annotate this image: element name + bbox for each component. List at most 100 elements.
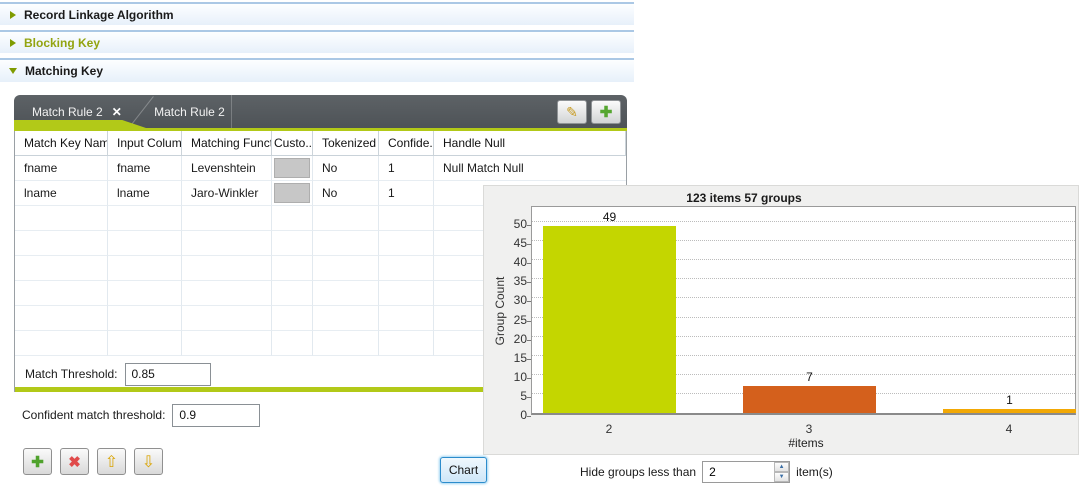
table-cell bbox=[182, 256, 272, 281]
table-cell[interactable]: No bbox=[313, 181, 379, 206]
hide-groups-input[interactable] bbox=[702, 461, 791, 483]
active-tab-underline bbox=[14, 120, 146, 128]
plus-icon: ✚ bbox=[31, 453, 44, 471]
table-cell bbox=[15, 306, 108, 331]
column-header[interactable]: Handle Null bbox=[434, 131, 626, 156]
table-cell bbox=[379, 331, 434, 356]
table-cell bbox=[108, 281, 182, 306]
y-tick-label: 0 bbox=[520, 408, 527, 422]
x-tick-label: 4 bbox=[1005, 422, 1013, 436]
table-cell bbox=[182, 331, 272, 356]
table-cell[interactable] bbox=[272, 156, 313, 181]
table-row[interactable]: lname lname Jaro-Winkler No 1 bbox=[15, 181, 626, 206]
delete-button[interactable]: ✖ bbox=[60, 448, 89, 475]
y-tick-label: 30 bbox=[513, 293, 527, 308]
table-cell bbox=[15, 331, 108, 356]
table-cell[interactable]: lname bbox=[108, 181, 182, 206]
table-cell bbox=[313, 331, 379, 356]
table-cell[interactable]: lname bbox=[15, 181, 108, 206]
add-button[interactable]: ✚ bbox=[23, 448, 52, 475]
spinner-up-icon[interactable]: ▲ bbox=[774, 462, 790, 472]
tab-label: Match Rule 2 bbox=[32, 104, 103, 119]
gridline bbox=[532, 373, 1075, 375]
chart-button[interactable]: Chart bbox=[440, 457, 487, 483]
table-cell bbox=[313, 281, 379, 306]
bar-value-label: 7 bbox=[806, 370, 813, 384]
table-cell bbox=[182, 231, 272, 256]
chart-bar bbox=[943, 409, 1076, 413]
gridline bbox=[532, 278, 1075, 280]
table-cell bbox=[379, 281, 434, 306]
gridline bbox=[532, 335, 1075, 337]
table-cell[interactable]: Null Match Null bbox=[434, 156, 626, 181]
table-cell bbox=[272, 206, 313, 231]
hide-groups-spinner: ▲ ▼ bbox=[702, 461, 791, 483]
expanded-arrow-icon bbox=[9, 68, 17, 74]
column-header[interactable]: Tokenized ... bbox=[313, 131, 379, 156]
table-cell bbox=[272, 306, 313, 331]
custom-function-cell[interactable] bbox=[274, 158, 310, 178]
confident-threshold-label: Confident match threshold: bbox=[22, 408, 166, 422]
column-header[interactable]: Confide... bbox=[379, 131, 434, 156]
section-record-linkage-algorithm[interactable]: Record Linkage Algorithm bbox=[0, 2, 634, 25]
table-cell[interactable]: fname bbox=[108, 156, 182, 181]
table-cell[interactable]: 1 bbox=[379, 181, 434, 206]
table-cell bbox=[379, 231, 434, 256]
spinner-buttons: ▲ ▼ bbox=[774, 462, 790, 482]
y-tick-label: 50 bbox=[513, 217, 527, 231]
confident-threshold-input[interactable] bbox=[172, 403, 261, 427]
close-tab-icon[interactable]: ✕ bbox=[111, 104, 122, 119]
table-cell bbox=[379, 206, 434, 231]
panel-bottom-accent bbox=[15, 387, 626, 392]
edit-rule-button[interactable]: ✎ bbox=[557, 100, 587, 124]
column-header[interactable]: Custo... bbox=[272, 131, 313, 156]
y-tick-mark bbox=[527, 377, 531, 379]
gridline bbox=[532, 240, 1075, 242]
column-header[interactable]: Input Column bbox=[108, 131, 182, 156]
tab-label: Match Rule 2 bbox=[154, 104, 225, 119]
tab-match-rule-2-active[interactable]: Match Rule 2 ✕ bbox=[14, 95, 132, 128]
chart-title: 123 items 57 groups bbox=[686, 191, 802, 205]
table-cell[interactable]: fname bbox=[15, 156, 108, 181]
gridline bbox=[532, 221, 1075, 222]
add-rule-button[interactable]: ✚ bbox=[591, 100, 621, 124]
table-cell bbox=[15, 206, 108, 231]
section-title: Matching Key bbox=[25, 64, 104, 78]
chart-panel: 123 items 57 groups Group Count 49 7 1 #it… bbox=[483, 185, 1079, 455]
gridline bbox=[532, 297, 1075, 299]
x-tick-label: 3 bbox=[805, 422, 813, 436]
table-cell[interactable]: Levenshtein bbox=[182, 156, 272, 181]
y-tick-mark bbox=[527, 301, 531, 303]
custom-function-cell[interactable] bbox=[274, 183, 310, 203]
tab-match-rule-2[interactable]: Match Rule 2 bbox=[148, 95, 232, 128]
table-cell bbox=[182, 206, 272, 231]
column-header[interactable]: Matching Functi... bbox=[182, 131, 272, 156]
move-up-button[interactable]: ⇧ bbox=[97, 448, 126, 475]
table-cell[interactable]: Jaro-Winkler bbox=[182, 181, 272, 206]
y-tick-label: 15 bbox=[513, 350, 527, 365]
section-blocking-key[interactable]: Blocking Key bbox=[0, 30, 634, 53]
table-cell bbox=[272, 231, 313, 256]
table-cell bbox=[313, 231, 379, 256]
table-cell[interactable]: No bbox=[313, 156, 379, 181]
y-tick-mark bbox=[527, 396, 531, 398]
move-down-button[interactable]: ⇩ bbox=[134, 448, 163, 475]
table-cell bbox=[15, 231, 108, 256]
column-header[interactable]: Match Key Name bbox=[15, 131, 108, 156]
y-tick-label: 35 bbox=[513, 274, 527, 289]
table-cell bbox=[182, 281, 272, 306]
y-tick-mark bbox=[527, 225, 531, 226]
table-cell bbox=[313, 256, 379, 281]
y-tick-label: 45 bbox=[513, 236, 527, 251]
match-threshold-row: Match Threshold: bbox=[15, 356, 626, 392]
table-cell[interactable]: 1 bbox=[379, 156, 434, 181]
y-tick-mark bbox=[527, 282, 531, 284]
spinner-down-icon[interactable]: ▼ bbox=[774, 472, 790, 482]
section-matching-key[interactable]: Matching Key bbox=[0, 58, 634, 82]
table-cell[interactable] bbox=[272, 181, 313, 206]
delete-x-icon: ✖ bbox=[68, 453, 81, 471]
table-row[interactable]: fname fname Levenshtein No 1 Null Match Null bbox=[15, 156, 626, 181]
match-threshold-input[interactable] bbox=[124, 362, 211, 386]
